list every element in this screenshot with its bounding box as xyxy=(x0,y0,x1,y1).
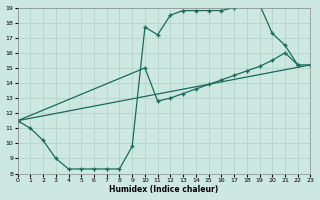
X-axis label: Humidex (Indice chaleur): Humidex (Indice chaleur) xyxy=(109,185,219,194)
